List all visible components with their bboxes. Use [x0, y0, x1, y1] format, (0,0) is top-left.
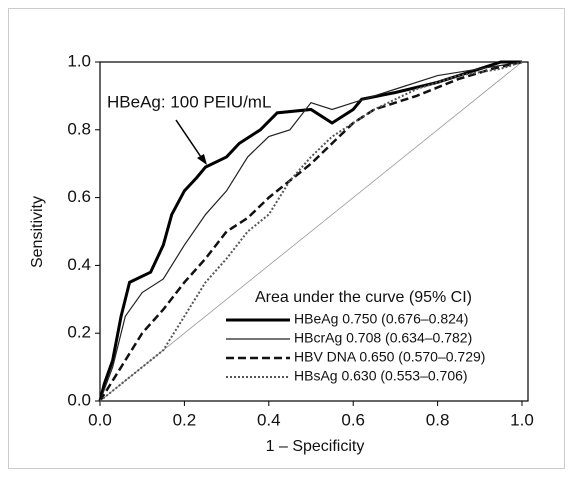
roc-curve: [98, 60, 522, 402]
y-tick-label: 0.8: [67, 119, 91, 138]
legend-title: Area under the curve (95% CI): [255, 289, 472, 306]
y-tick-label: 0.2: [67, 323, 91, 342]
reference-diagonal: [99, 61, 523, 402]
x-tick-label: 0.0: [88, 410, 112, 429]
annotation-arrow: [175, 119, 204, 161]
x-axis-label: 1 – Specificity: [266, 438, 365, 455]
annotation-arrowhead: [197, 154, 207, 165]
legend-label: HBsAg 0.630 (0.553–0.706): [294, 368, 468, 384]
x-tick-label: 0.2: [173, 410, 197, 429]
x-tick-label: 1.0: [510, 410, 534, 429]
roc-curve: [98, 60, 523, 402]
x-tick-label: 0.6: [341, 410, 365, 429]
y-axis-label: Sensitivity: [29, 196, 46, 268]
legend-label: HBV DNA 0.650 (0.570–0.729): [294, 349, 485, 365]
x-tick-label: 0.8: [426, 410, 450, 429]
y-tick-label: 0.0: [67, 390, 91, 409]
y-tick-label: 0.4: [67, 255, 91, 274]
y-tick-label: 1.0: [67, 51, 91, 70]
y-tick-label: 0.6: [67, 187, 91, 206]
legend-label: HBeAg 0.750 (0.676–0.824): [294, 311, 468, 327]
frame: [8, 8, 565, 469]
annotation: HBeAg: 100 PEIU/mL: [107, 92, 271, 111]
legend-label: HBcrAg 0.708 (0.634–0.782): [294, 330, 472, 346]
roc-curve: [99, 61, 523, 402]
x-tick-label: 0.4: [257, 410, 281, 429]
plot-frame: [99, 61, 529, 402]
roc-curve: [99, 61, 523, 402]
